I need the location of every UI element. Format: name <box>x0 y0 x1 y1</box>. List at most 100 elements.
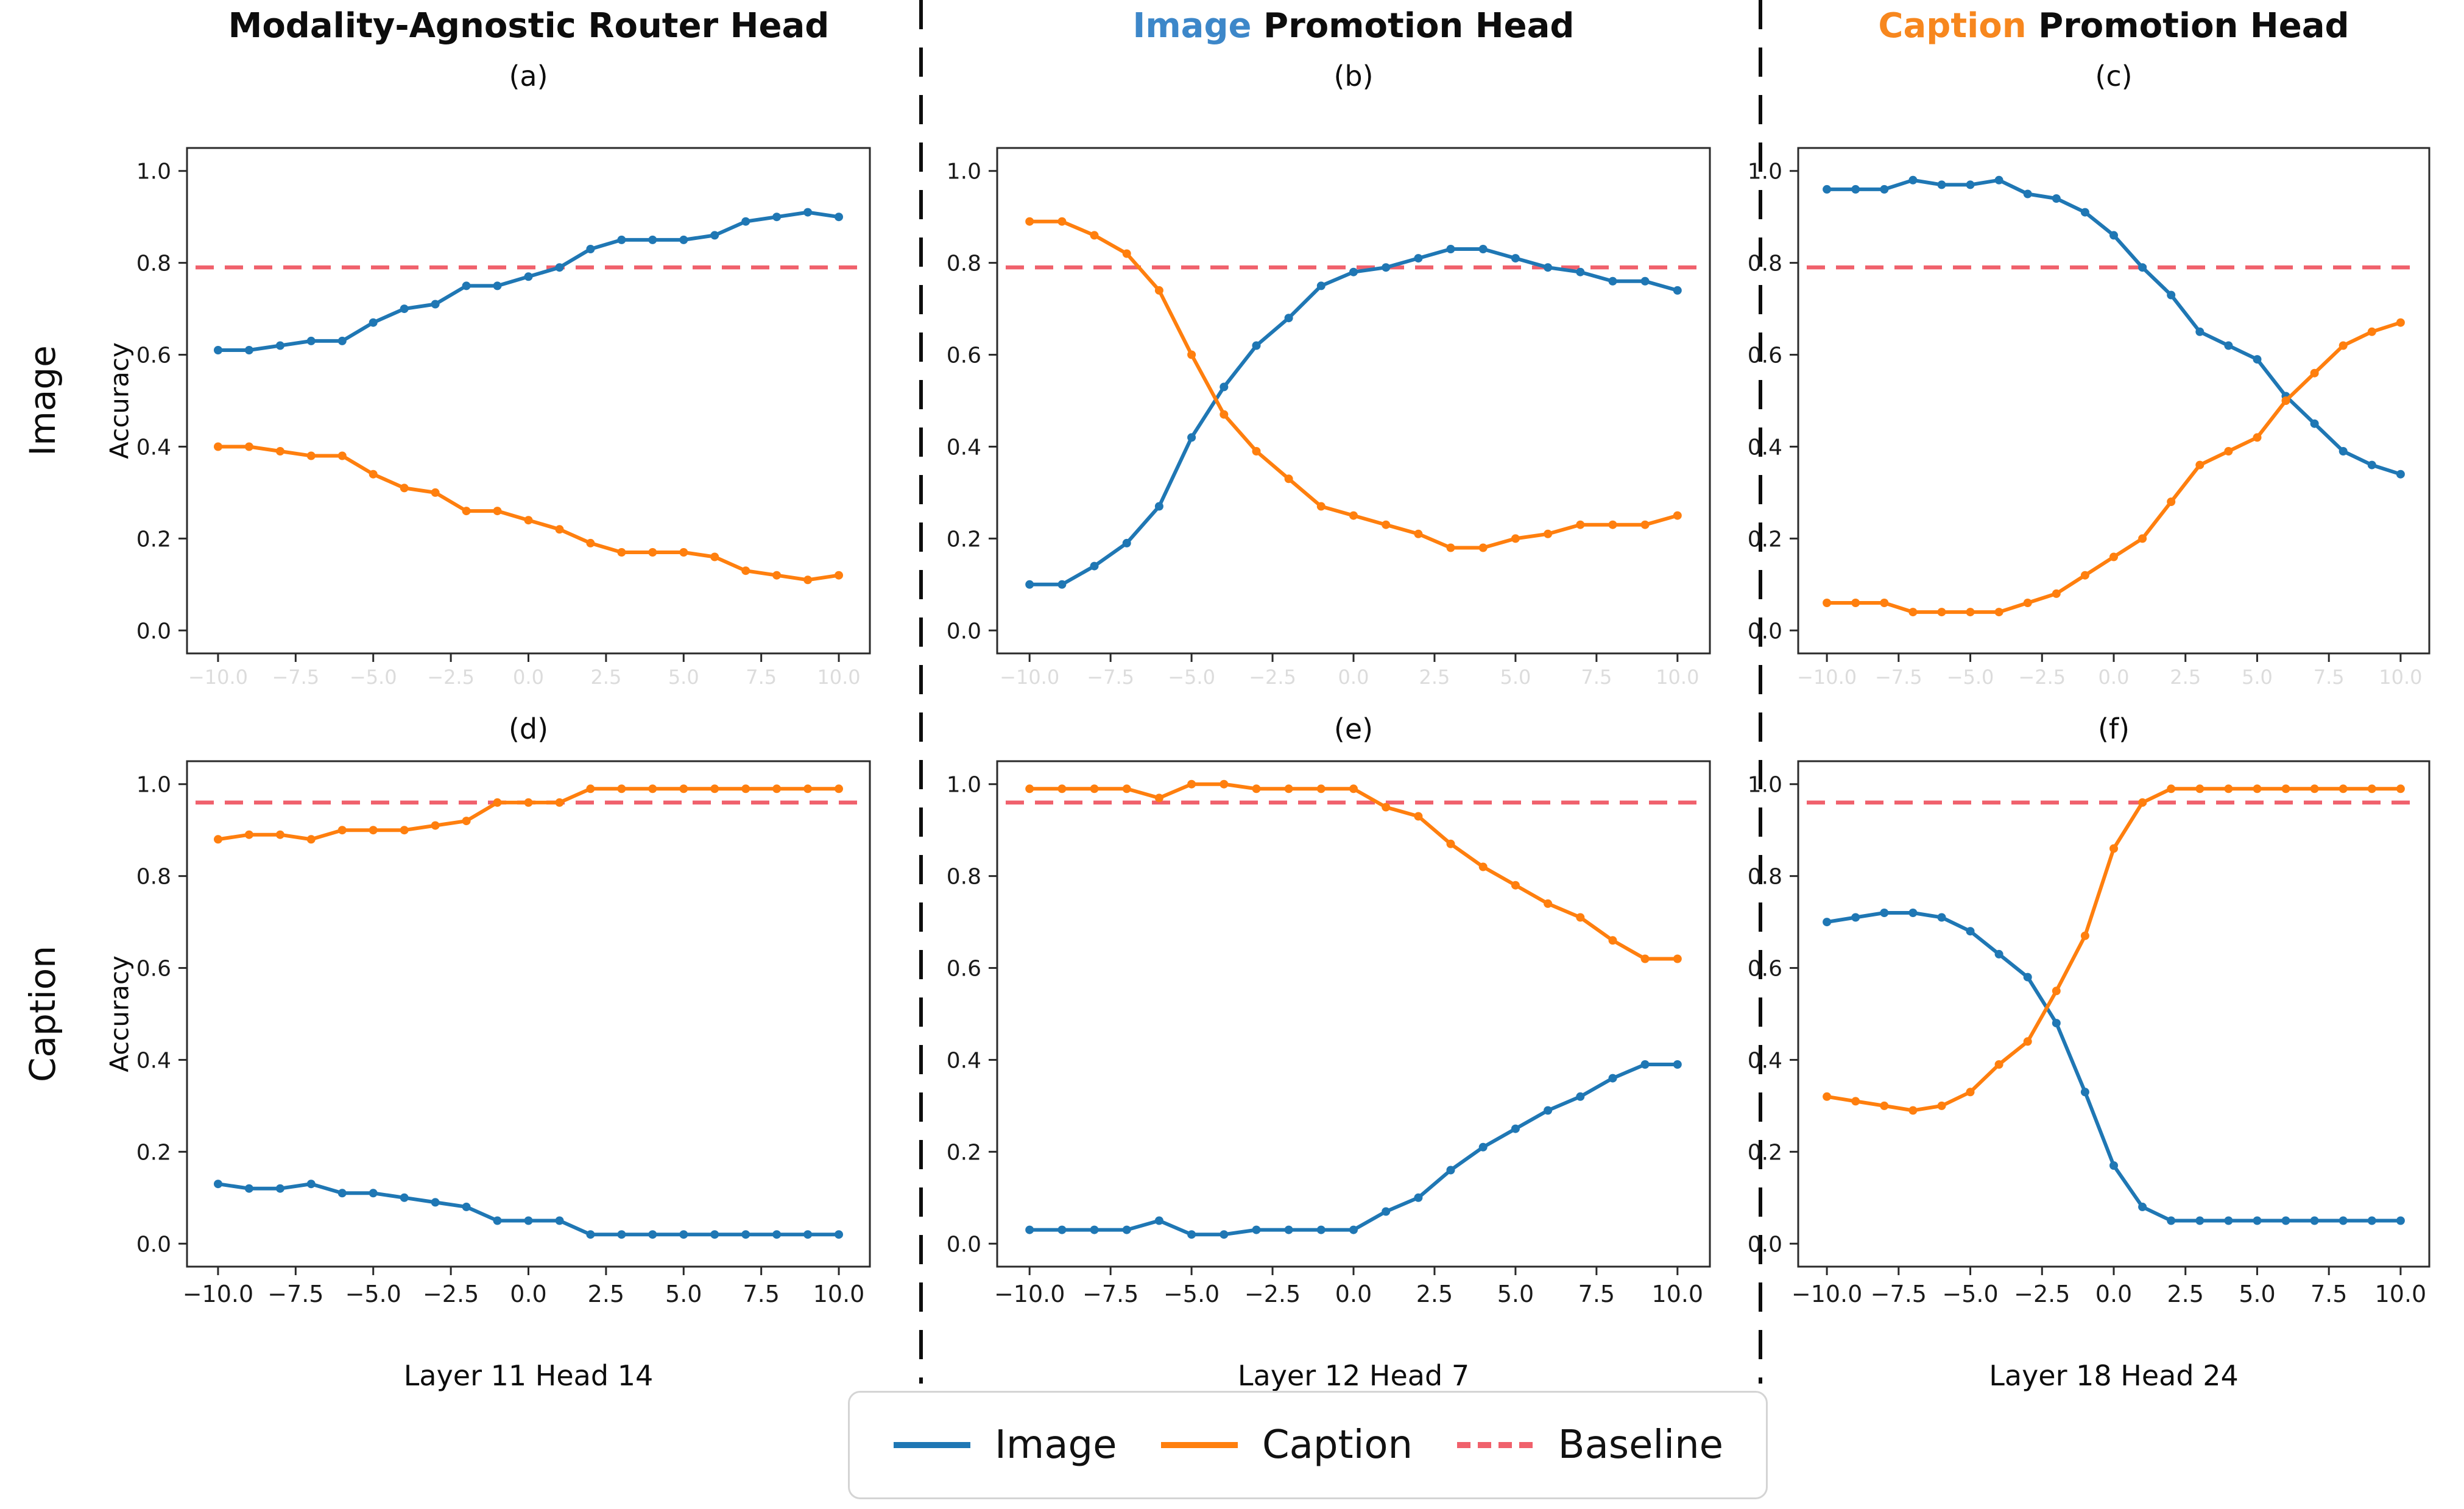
x-axis-label-layer-18-head-24: Layer 18 Head 24 <box>1989 1359 2239 1392</box>
svg-text:−2.5: −2.5 <box>1244 1281 1301 1307</box>
panel-e: (e) 0.0 0.2 0.4 0.6 0.8 1.0 −10.0 −7.5 −5.0 −2.5 0… <box>924 702 1721 1398</box>
svg-text:0.0: 0.0 <box>1748 619 1782 644</box>
svg-text:−5.0: −5.0 <box>1947 666 1994 688</box>
svg-text:10.0: 10.0 <box>1652 1281 1704 1307</box>
svg-text:0.4: 0.4 <box>1748 435 1782 460</box>
svg-text:−5.0: −5.0 <box>1163 1281 1220 1307</box>
svg-text:0.8: 0.8 <box>136 865 171 890</box>
svg-text:0.8: 0.8 <box>136 252 171 276</box>
panel-b: (b) 0.0 0.2 0.4 0.6 0.8 1.0 −10.0 −7.5 −5.0 −2.5 0… <box>924 49 1721 688</box>
svg-text:0.8: 0.8 <box>947 865 981 890</box>
subplot-letter-e: (e) <box>1333 712 1374 745</box>
svg-text:−7.5: −7.5 <box>267 1281 323 1307</box>
svg-text:2.5: 2.5 <box>1419 666 1450 688</box>
svg-text:5.0: 5.0 <box>665 1281 702 1307</box>
legend-swatch-image-line <box>894 1442 970 1448</box>
svg-text:0.0: 0.0 <box>947 619 981 644</box>
subplot-b-chart: 0.0 0.2 0.4 0.6 0.8 1.0 −10.0 −7.5 −5.0 −2.5 0.0 2.… <box>947 147 1711 688</box>
x-axis-label-layer-11-head-14: Layer 11 Head 14 <box>403 1359 654 1392</box>
legend-swatch-caption-line <box>1160 1442 1238 1448</box>
svg-text:0.0: 0.0 <box>136 1232 171 1257</box>
svg-text:10.0: 10.0 <box>1656 666 1699 688</box>
svg-text:5.0: 5.0 <box>1497 1281 1534 1307</box>
svg-text:−10.0: −10.0 <box>183 1281 253 1307</box>
svg-text:0.2: 0.2 <box>136 527 171 552</box>
column-title-highlight: Caption <box>1878 6 2027 46</box>
legend-item-baseline: Baseline <box>1456 1423 1723 1468</box>
svg-text:0.0: 0.0 <box>136 619 171 644</box>
svg-text:2.5: 2.5 <box>1416 1281 1453 1307</box>
subplot-letter-c: (c) <box>2095 60 2133 93</box>
svg-text:−10.0: −10.0 <box>1797 666 1857 688</box>
svg-text:−2.5: −2.5 <box>2014 1281 2070 1307</box>
column-separator-left <box>919 0 923 1384</box>
svg-text:−10.0: −10.0 <box>188 666 248 688</box>
svg-text:−7.5: −7.5 <box>1871 1281 1927 1307</box>
column-title-image-promotion: Image Promotion Head <box>1132 6 1574 46</box>
svg-text:−7.5: −7.5 <box>1087 666 1134 688</box>
column-title-rest: Modality-Agnostic Router Head <box>228 6 830 46</box>
subplot-d-chart: 0.0 0.2 0.4 0.6 0.8 1.0 −10.0 −7.5 −5.0 −2.5 0.0 2.… <box>136 760 871 1307</box>
svg-text:−10.0: −10.0 <box>1000 666 1059 688</box>
row-label-image: Image <box>22 345 63 456</box>
legend-label-image: Image <box>995 1423 1117 1468</box>
svg-text:5.0: 5.0 <box>668 666 699 688</box>
column-title-highlight: Image <box>1132 6 1252 46</box>
svg-text:0.6: 0.6 <box>947 343 981 368</box>
panel-c: (c) 0.0 0.2 0.4 0.6 0.8 1.0 −10.0 −7.5 −5.0 −2.5 0… <box>1725 49 2440 688</box>
svg-text:2.5: 2.5 <box>2167 1281 2204 1307</box>
svg-text:5.0: 5.0 <box>1500 666 1531 688</box>
svg-text:7.5: 7.5 <box>1578 1281 1615 1307</box>
svg-text:0.2: 0.2 <box>136 1140 171 1165</box>
column-separator-right <box>1759 0 1762 1384</box>
svg-text:7.5: 7.5 <box>2314 666 2345 688</box>
svg-text:−7.5: −7.5 <box>1875 666 1922 688</box>
svg-text:−2.5: −2.5 <box>1249 666 1296 688</box>
svg-text:0.6: 0.6 <box>136 343 171 368</box>
legend-item-caption: Caption <box>1160 1423 1413 1468</box>
panel-d: (d) 0.0 0.2 0.4 0.6 0.8 1.0 −10.0 −7.5 −5.0 −2.5 0… <box>114 702 881 1398</box>
svg-text:2.5: 2.5 <box>588 1281 624 1307</box>
legend-label-caption: Caption <box>1262 1423 1413 1468</box>
svg-text:−2.5: −2.5 <box>427 666 475 688</box>
svg-text:−5.0: −5.0 <box>345 1281 401 1307</box>
legend: Image Caption Baseline <box>848 1391 1768 1499</box>
svg-text:0.2: 0.2 <box>947 1140 981 1165</box>
svg-text:0.6: 0.6 <box>1748 343 1782 368</box>
panel-f: (f) 0.0 0.2 0.4 0.6 0.8 1.0 −10.0 −7.5 −5.0 −2.5 0… <box>1725 702 2440 1398</box>
svg-text:0.8: 0.8 <box>1748 252 1782 276</box>
svg-text:0.6: 0.6 <box>136 957 171 982</box>
svg-text:10.0: 10.0 <box>2379 666 2422 688</box>
svg-text:0.6: 0.6 <box>947 957 981 982</box>
subplot-letter-a: (a) <box>509 60 548 93</box>
subplot-e-chart: 0.0 0.2 0.4 0.6 0.8 1.0 −10.0 −7.5 −5.0 −2.5 0.0 2.… <box>947 760 1711 1307</box>
svg-text:5.0: 5.0 <box>2239 1281 2275 1307</box>
svg-text:10.0: 10.0 <box>2375 1281 2427 1307</box>
subplot-a-chart: 0.0 0.2 0.4 0.6 0.8 1.0 −10.0 −7.5 −5.0 −2.5 0.0 2.… <box>136 147 871 688</box>
svg-text:1.0: 1.0 <box>947 773 981 798</box>
row-label-caption: Caption <box>22 946 63 1082</box>
svg-text:1.0: 1.0 <box>136 773 171 798</box>
svg-text:0.0: 0.0 <box>1748 1232 1782 1257</box>
column-title-rest: Promotion Head <box>1251 6 1575 46</box>
svg-text:−5.0: −5.0 <box>350 666 397 688</box>
legend-label-baseline: Baseline <box>1558 1423 1723 1468</box>
svg-text:0.4: 0.4 <box>1748 1048 1782 1073</box>
svg-text:7.5: 7.5 <box>743 1281 779 1307</box>
x-axis-label-layer-12-head-7: Layer 12 Head 7 <box>1237 1359 1470 1392</box>
svg-text:0.4: 0.4 <box>947 1048 981 1073</box>
svg-text:0.0: 0.0 <box>2095 1281 2132 1307</box>
svg-text:10.0: 10.0 <box>813 1281 865 1307</box>
svg-text:1.0: 1.0 <box>947 160 981 185</box>
column-title-rest: Promotion Head <box>2026 6 2349 46</box>
svg-text:0.2: 0.2 <box>1748 1140 1782 1165</box>
svg-text:0.2: 0.2 <box>947 527 981 552</box>
svg-text:0.0: 0.0 <box>947 1232 981 1257</box>
svg-text:0.4: 0.4 <box>947 435 981 460</box>
svg-text:−2.5: −2.5 <box>423 1281 479 1307</box>
svg-text:−7.5: −7.5 <box>272 666 319 688</box>
column-title-caption-promotion: Caption Promotion Head <box>1878 6 2349 46</box>
column-title-router: Modality-Agnostic Router Head <box>228 6 830 46</box>
svg-text:0.4: 0.4 <box>136 1048 171 1073</box>
